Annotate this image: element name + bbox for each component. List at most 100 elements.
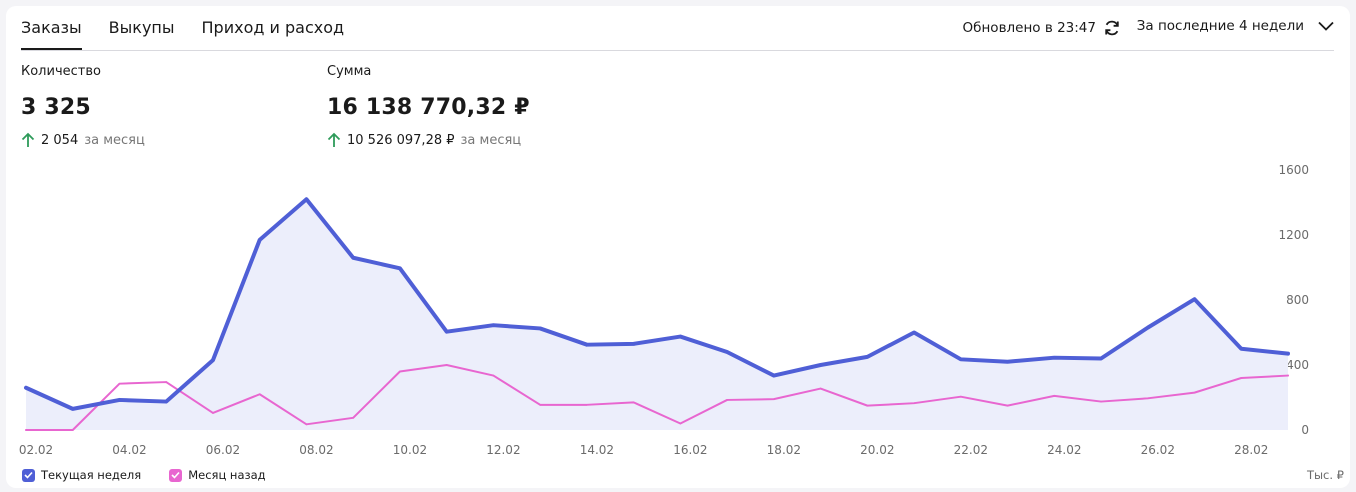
metric-count-delta-suffix: за месяц <box>84 132 145 148</box>
data-point-prev <box>913 402 915 404</box>
data-point-current <box>912 331 916 334</box>
metric-sum-label: Сумма <box>327 64 372 79</box>
y-tick-label: 1200 <box>1278 228 1309 242</box>
checkbox-checked-icon[interactable] <box>169 468 183 482</box>
x-tick-label: 04.02 <box>112 443 146 457</box>
unit-label: Тыс. ₽ <box>1306 468 1344 482</box>
data-point-prev <box>960 395 962 398</box>
tab-income-expense[interactable]: Приход и расход <box>201 18 345 37</box>
data-point-prev <box>212 412 214 414</box>
x-tick-label: 10.02 <box>393 443 427 457</box>
data-point-prev <box>773 398 775 400</box>
period-label: За последние 4 недели <box>1136 18 1304 34</box>
x-tick-label: 26.02 <box>1141 443 1175 457</box>
x-tick-label: 12.02 <box>486 443 520 457</box>
arrow-up-icon <box>21 132 35 147</box>
orders-line-chart: 0 400 800 1200 1600 02.02 04.02 06.02 08.02 10.02… <box>19 163 1309 457</box>
orders-card: Заказы Выкупы Приход и расход Обновлено … <box>6 6 1350 488</box>
data-point-current <box>866 355 869 359</box>
data-point-current <box>1099 357 1103 360</box>
y-tick-label: 400 <box>1286 358 1309 372</box>
data-point-prev <box>539 404 541 406</box>
legend-label-prev: Месяц назад <box>188 468 266 482</box>
series-area-current <box>26 199 1288 430</box>
data-point-prev <box>726 399 728 401</box>
checkbox-checked-icon[interactable] <box>22 468 35 482</box>
data-point-current <box>24 386 28 389</box>
series-line-current <box>24 197 1290 411</box>
data-point-prev <box>25 429 27 431</box>
x-tick-label: 20.02 <box>860 443 894 457</box>
metric-sum-value: 16 138 770,32 ₽ <box>327 95 530 120</box>
data-point-prev <box>352 417 354 419</box>
metric-count: Количество 3 325 2 054 за месяц <box>21 64 145 148</box>
metric-count-delta: 2 054 за месяц <box>21 132 145 148</box>
data-point-prev <box>1100 400 1102 403</box>
data-point-current <box>305 198 308 201</box>
data-point-current <box>632 342 635 346</box>
update-status: Обновлено в 23:47 <box>963 18 1122 38</box>
refresh-icon[interactable] <box>1102 18 1122 38</box>
data-point-prev <box>1053 395 1056 397</box>
data-point-current <box>492 323 495 327</box>
data-point-prev <box>1287 374 1289 377</box>
data-point-prev <box>1006 404 1009 407</box>
tab-orders[interactable]: Заказы <box>21 6 82 50</box>
metric-sum-delta-value: 10 526 097,28 ₽ <box>347 132 455 148</box>
data-point-current <box>725 350 729 354</box>
data-point-current <box>71 407 74 411</box>
legend-label-current: Текущая неделя <box>41 468 142 482</box>
data-point-current <box>1286 352 1290 355</box>
metric-count-label: Количество <box>21 64 101 79</box>
update-status-text: Обновлено в 23:47 <box>962 20 1096 36</box>
data-point-current <box>398 267 402 270</box>
data-point-current <box>351 256 355 259</box>
x-tick-label: 18.02 <box>767 443 801 457</box>
x-tick-label: 06.02 <box>206 443 240 457</box>
series-line-prev <box>25 364 1289 431</box>
x-tick-label: 22.02 <box>954 443 988 457</box>
period-dropdown[interactable]: За последние 4 недели <box>1137 18 1334 34</box>
data-point-current <box>538 327 542 330</box>
data-point-current <box>679 335 682 338</box>
data-point-current <box>772 374 776 377</box>
arrow-up-icon <box>327 132 341 147</box>
data-point-current <box>211 358 215 362</box>
data-point-current <box>1240 347 1243 350</box>
tab-bar: Заказы Выкупы Приход и расход <box>21 6 371 50</box>
data-point-prev <box>399 370 401 373</box>
data-point-prev <box>586 404 588 406</box>
data-point-prev <box>305 423 308 426</box>
data-point-current <box>258 238 261 242</box>
tab-divider <box>21 50 1334 51</box>
data-point-current <box>165 400 168 403</box>
y-tick-label: 1600 <box>1278 163 1309 177</box>
data-point-prev <box>165 381 168 383</box>
metric-sum-delta-suffix: за месяц <box>460 132 522 148</box>
data-point-prev <box>866 404 869 407</box>
data-point-current <box>1193 297 1196 301</box>
data-point-prev <box>258 393 261 396</box>
x-tick-label: 08.02 <box>299 443 333 457</box>
y-tick-label: 800 <box>1286 293 1309 307</box>
legend-item-current[interactable]: Текущая неделя <box>22 468 141 482</box>
data-point-current <box>959 358 963 361</box>
metric-sum-delta: 10 526 097,28 ₽ за месяц <box>327 132 530 148</box>
legend-item-prev[interactable]: Месяц назад <box>169 468 266 482</box>
chart-legend: Текущая неделя Месяц назад <box>22 468 266 482</box>
data-point-current <box>819 363 822 367</box>
data-point-prev <box>445 364 448 366</box>
data-point-prev <box>819 387 822 390</box>
tab-buyouts[interactable]: Выкупы <box>108 18 175 37</box>
data-point-prev <box>1193 391 1196 394</box>
metric-sum: Сумма 16 138 770,32 ₽ 10 526 097,28 ₽ за… <box>327 64 530 148</box>
data-point-current <box>118 398 121 402</box>
x-tick-label: 02.02 <box>19 443 53 457</box>
metric-count-value: 3 325 <box>21 95 91 120</box>
data-point-prev <box>679 422 682 425</box>
y-tick-label: 0 <box>1301 423 1309 437</box>
data-point-prev <box>118 382 121 385</box>
data-point-current <box>1146 326 1149 329</box>
data-point-current <box>445 330 448 333</box>
x-tick-label: 16.02 <box>673 443 707 457</box>
